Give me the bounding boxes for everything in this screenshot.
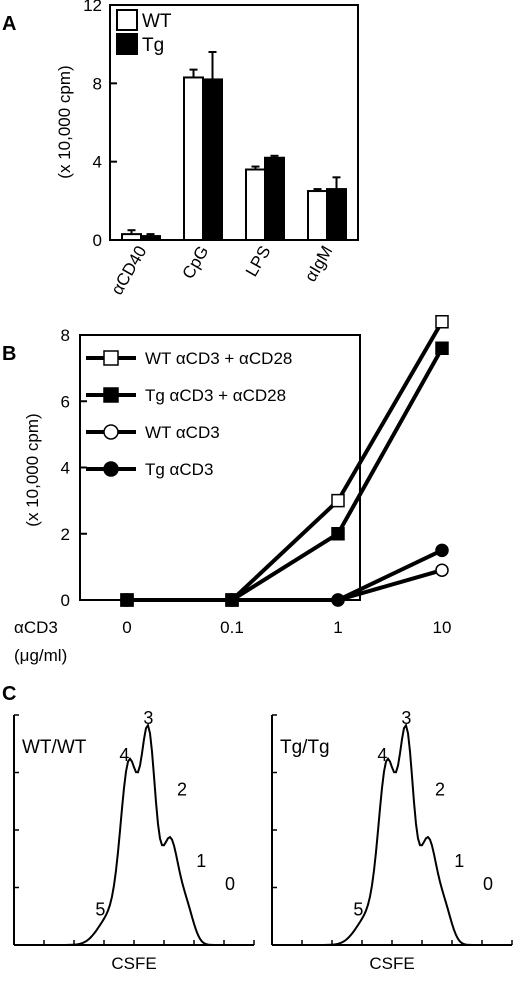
plot-frame-a [109,4,359,241]
bar-wt [307,190,328,242]
legend-marker [103,461,119,477]
category-label: αCD40 [107,243,150,299]
y-tick-label: 12 [83,0,102,15]
legend-marker [103,387,119,403]
legend-label: WT αCD3 [145,423,220,442]
x-axis-label: CSFE [369,954,414,973]
peak-label: 4 [377,745,387,765]
legend-label: Tg αCD3 [145,460,213,479]
histogram-tg: Tg/Tg CSFE 5 43 2 10 [271,708,513,973]
data-point [435,341,449,355]
peak-label: 3 [143,708,153,728]
panel-label-a: A [2,13,16,35]
peak-label: 2 [177,780,187,800]
peak-label: 3 [401,708,411,728]
bars-a [121,51,347,242]
line-chart-b: (x 10,000 cpm) 0 2 4 6 8 0 0.1 1 10 αCD3 (μg/ml… [14,315,451,665]
category-labels-a: αCD40 CpG LPS αIgM [107,243,336,299]
series-lines-b [120,315,449,607]
peak-label: 5 [95,899,105,919]
peak-label: 4 [119,745,129,765]
series-line [127,548,443,602]
histogram-curve [272,722,512,946]
x-axis-label: CSFE [111,954,156,973]
peak-label: 1 [196,851,206,871]
bar-wt [121,233,142,241]
legend-marker [103,424,119,440]
data-point [435,543,449,558]
histogram-curve [14,722,254,946]
y-axis-label-b: (x 10,000 cpm) [23,413,42,526]
legend-swatch-wt [116,9,138,31]
bar-wt [245,168,266,241]
histogram-wt: WT/WT CSFE 5 43 2 10 [13,708,255,973]
bar-tg [264,156,285,241]
y-tick-label: 8 [61,326,70,345]
legend-swatch-tg [116,33,138,55]
x-tick-label: 10 [433,618,452,637]
category-label: CpG [179,243,213,283]
y-tick-label: 4 [61,459,70,478]
data-point [331,493,345,508]
panel-label-c: C [2,683,16,705]
histogram-title: Tg/Tg [280,737,330,758]
legend-label: WT αCD3 + αCD28 [145,349,292,368]
legend-a: WT Tg [116,9,172,56]
x-tick-label: 0.1 [220,618,244,637]
data-point [331,527,345,541]
y-tick-label: 2 [61,525,70,544]
legend-label: Tg [142,35,164,56]
legend-label: WT [142,11,172,32]
y-tick-label: 0 [61,591,70,610]
panel-label-b: B [2,343,16,365]
x-tick-label: 1 [333,618,342,637]
x-ticks-b: 0 0.1 1 10 [122,618,451,637]
x-axis-label-b: αCD3 [14,618,58,637]
x-tick-label: 0 [122,618,131,637]
bar-tg [140,235,161,241]
y-tick-label: 6 [61,392,70,411]
x-axis-unit-b: (μg/ml) [14,646,67,665]
data-point [435,563,449,577]
legend-marker [103,350,119,366]
peak-label: 2 [435,780,445,800]
y-ticks-b: 0 2 4 6 8 [61,326,87,610]
data-point [120,593,134,607]
y-tick-label: 4 [93,153,102,172]
bar-wt [183,76,204,242]
bar-tg [326,188,347,241]
bar-tg [202,78,223,241]
y-axis-label-a: (x 10,000 cpm) [55,65,74,178]
peak-label: 5 [353,899,363,919]
legend-b: WT αCD3 + αCD28 Tg αCD3 + αCD28 WT αCD3 Tg … [86,349,292,479]
histogram-title: WT/WT [22,737,87,758]
peak-label: 1 [454,851,464,871]
peak-label: 0 [483,874,493,894]
category-label: αIgM [301,243,337,286]
data-point [435,315,449,329]
peak-label: 0 [225,874,235,894]
y-tick-label: 8 [93,74,102,93]
bar-chart-a: (x 10,000 cpm) 0 4 8 12 αCD40 CpG LPS αIgM WT T… [55,0,359,299]
category-label: LPS [242,243,275,280]
legend-label: Tg αCD3 + αCD28 [145,386,286,405]
data-point [331,593,345,607]
y-tick-label: 0 [93,231,102,250]
y-ticks-a: 0 4 8 12 [83,0,117,250]
data-point [225,593,239,607]
